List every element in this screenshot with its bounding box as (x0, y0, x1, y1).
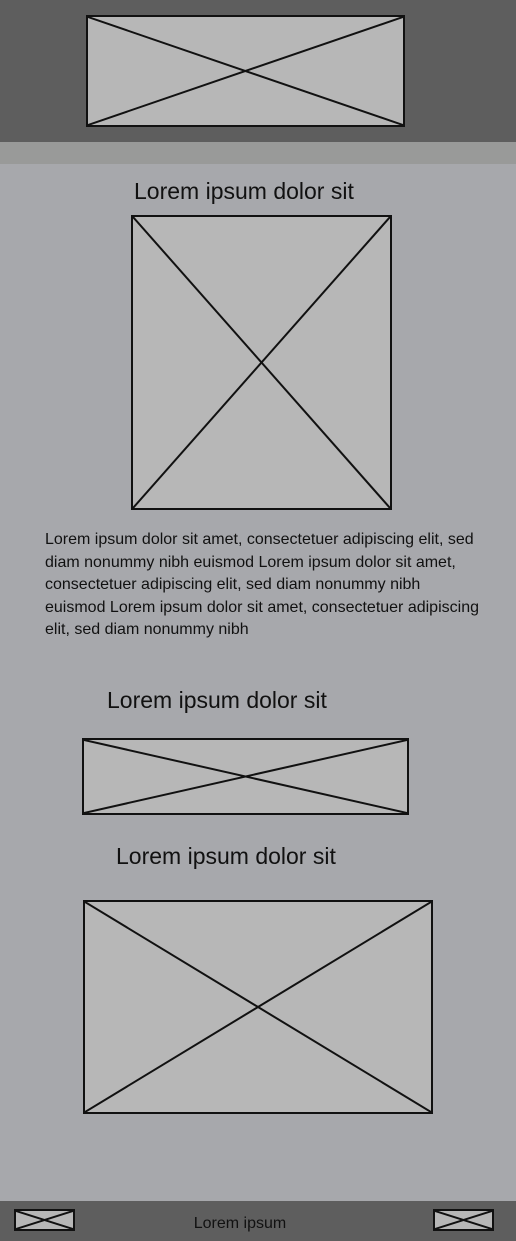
footer-label[interactable]: Lorem ipsum (193, 1215, 287, 1232)
footer-right-image-placeholder-icon[interactable] (433, 1209, 494, 1231)
image-placeholder-icon (435, 1211, 492, 1229)
header-logo-image-placeholder-icon[interactable] (86, 15, 405, 127)
section-1-body-text: Lorem ipsum dolor sit amet, consectetuer… (45, 531, 479, 638)
navigation-strip (0, 142, 516, 164)
image-placeholder-icon (133, 217, 390, 508)
image-placeholder-icon (85, 902, 431, 1112)
section-3-image-placeholder-icon (83, 900, 433, 1114)
footer-left-image-placeholder-icon[interactable] (14, 1209, 75, 1231)
footer-bar (0, 1201, 516, 1241)
image-placeholder-icon (84, 740, 407, 813)
section-heading-1: Lorem ipsum dolor sit (134, 178, 354, 204)
section-1-image-placeholder-icon (131, 215, 392, 510)
section-2-image-placeholder-icon (82, 738, 409, 815)
section-heading-3: Lorem ipsum dolor sit (116, 843, 336, 869)
image-placeholder-icon (16, 1211, 73, 1229)
section-heading-2: Lorem ipsum dolor sit (107, 687, 327, 713)
image-placeholder-icon (88, 17, 403, 125)
